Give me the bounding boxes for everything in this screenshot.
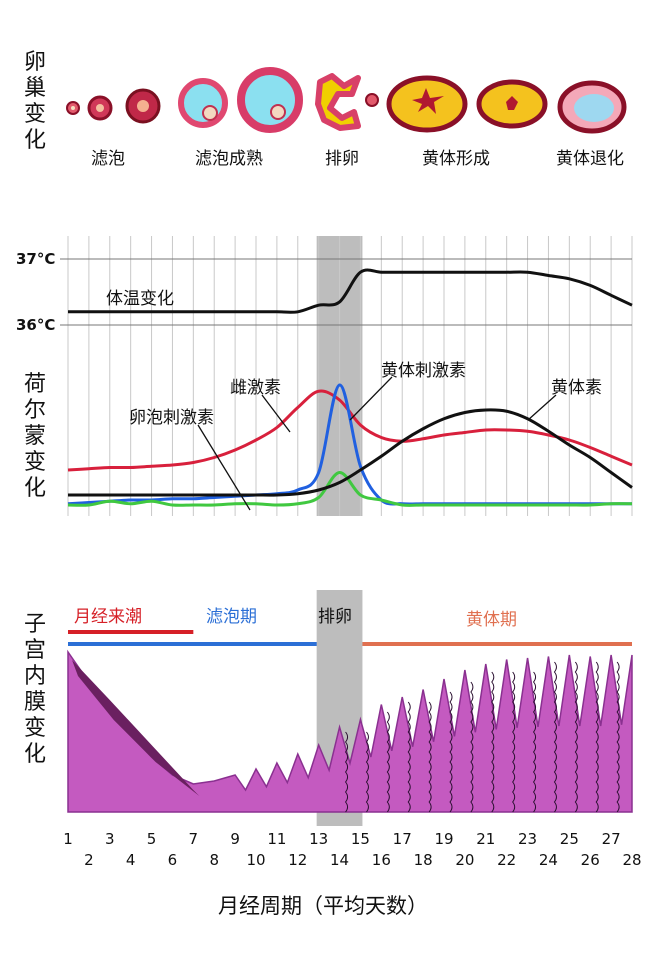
gland-day-15 xyxy=(365,731,369,813)
corpus-luteum-regress xyxy=(557,80,627,134)
menstruation-bar xyxy=(68,630,194,634)
fsh-leader xyxy=(197,424,251,511)
follicle-small-1 xyxy=(66,101,80,115)
progesterone-leader xyxy=(527,394,557,421)
gland-day-20 xyxy=(470,681,474,813)
day-tick-28: 28 xyxy=(622,851,642,869)
day-tick-13: 13 xyxy=(309,830,329,848)
day-tick-26: 26 xyxy=(580,851,600,869)
stage-label-cl-forming: 黄体形成 xyxy=(422,149,490,169)
gland-day-19 xyxy=(449,691,453,813)
gland-day-25 xyxy=(574,661,578,813)
day-tick-9: 9 xyxy=(230,830,240,848)
gland-day-17 xyxy=(407,701,411,813)
follicle-small-2 xyxy=(87,95,113,121)
phase-label-menstruation: 月经来潮 xyxy=(74,607,142,627)
follicle-antral xyxy=(178,78,228,128)
day-tick-8: 8 xyxy=(209,851,219,869)
estrogen-label: 雌激素 xyxy=(230,378,281,398)
stage-label-follicle: 滤泡 xyxy=(91,149,125,169)
follicle-medium xyxy=(125,88,161,124)
fsh-curve xyxy=(67,471,633,507)
phase-label-luteal: 黄体期 xyxy=(466,610,517,630)
day-tick-3: 3 xyxy=(104,830,115,848)
day-tick-25: 25 xyxy=(559,830,579,848)
stage-label-mature: 滤泡成熟 xyxy=(195,149,263,169)
gland-day-26 xyxy=(595,661,599,813)
day-tick-19: 19 xyxy=(434,830,454,848)
follicle-mature xyxy=(237,67,303,133)
gland-day-23 xyxy=(532,671,537,813)
shedding-layer xyxy=(72,660,200,796)
gland-day-16 xyxy=(386,711,390,813)
ovulation-rupture xyxy=(315,73,379,131)
day-tick-21: 21 xyxy=(476,830,496,848)
day-tick-23: 23 xyxy=(518,830,538,848)
ovary-section-label: 卵巢变化 xyxy=(23,50,46,153)
day-tick-24: 24 xyxy=(538,851,558,869)
day-tick-4: 4 xyxy=(125,851,136,869)
progesterone-label: 黄体素 xyxy=(551,378,602,398)
fsh-label: 卵泡刺激素 xyxy=(129,408,214,428)
progesterone-curve xyxy=(68,408,633,497)
day-tick-15: 15 xyxy=(350,830,370,848)
day-tick-17: 17 xyxy=(392,830,412,848)
day-tick-11: 11 xyxy=(267,830,287,848)
estrogen-leader xyxy=(261,394,291,433)
corpus-luteum-forming xyxy=(386,75,468,133)
temperature-curve-label: 体温变化 xyxy=(106,289,174,309)
gland-day-21 xyxy=(491,671,495,813)
day-tick-7: 7 xyxy=(188,830,199,848)
temp-high-label: 37°C xyxy=(16,250,56,268)
day-tick-27: 27 xyxy=(601,830,621,848)
phase-label-ovulation: 排卵 xyxy=(318,607,352,627)
temperature-curve xyxy=(67,268,633,314)
gland-day-18 xyxy=(428,701,432,813)
day-tick-12: 12 xyxy=(288,851,308,869)
gland-day-14 xyxy=(344,731,349,813)
day-tick-22: 22 xyxy=(497,851,517,869)
day-tick-20: 20 xyxy=(455,851,475,869)
day-tick-5: 5 xyxy=(146,830,157,848)
hormone-section-label: 荷尔蒙变化 xyxy=(23,372,46,501)
x-axis-title: 月经周期（平均天数） xyxy=(218,894,428,918)
gland-day-24 xyxy=(553,661,557,813)
phase-label-follicular: 滤泡期 xyxy=(206,607,257,627)
day-tick-10: 10 xyxy=(246,851,266,869)
day-tick-14: 14 xyxy=(330,851,350,869)
day-tick-16: 16 xyxy=(371,851,391,869)
follicular-bar xyxy=(68,642,319,646)
day-tick-6: 6 xyxy=(167,851,178,869)
corpus-luteum xyxy=(476,79,548,129)
endometrium-section-label: 子宫内膜变化 xyxy=(23,612,46,767)
lh-label: 黄体刺激素 xyxy=(381,361,466,381)
stage-label-cl-regress: 黄体退化 xyxy=(556,149,624,169)
gland-day-22 xyxy=(512,671,516,813)
gland-day-27 xyxy=(616,661,620,813)
day-tick-2: 2 xyxy=(84,851,94,869)
stage-label-ovulation: 排卵 xyxy=(325,149,359,169)
temp-low-label: 36°C xyxy=(16,316,56,334)
lh-leader xyxy=(349,376,393,421)
luteal-bar xyxy=(360,642,632,646)
day-tick-18: 18 xyxy=(413,851,433,869)
day-tick-1: 1 xyxy=(63,830,73,848)
